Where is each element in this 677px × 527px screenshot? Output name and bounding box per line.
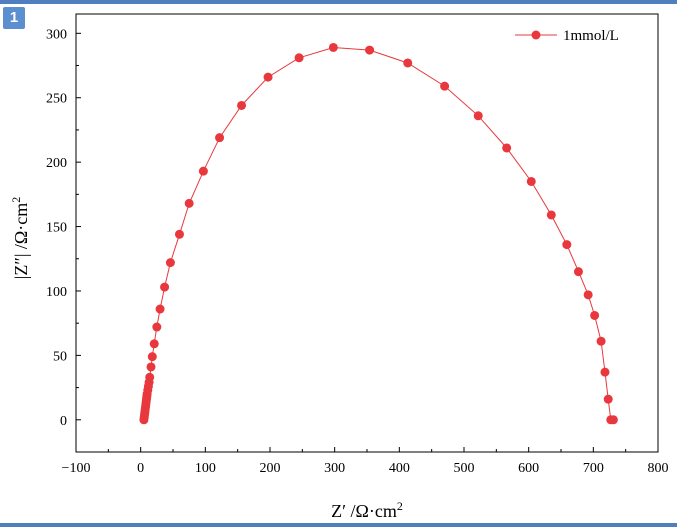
data-point — [608, 415, 618, 425]
x-axis-label-main: Z′ /Ω·cm — [331, 501, 397, 521]
y-tick-label: 100 — [46, 285, 67, 300]
data-point — [328, 42, 338, 52]
x-tick-label: 0 — [137, 461, 144, 476]
data-point — [365, 45, 375, 55]
x-axis-ticks: −100 0 100 200 300 400 500 600 700 800 — [62, 447, 669, 476]
data-point — [145, 372, 155, 382]
data-point — [573, 267, 583, 277]
series-line — [143, 46, 614, 421]
data-point — [160, 282, 170, 292]
data-point — [473, 111, 483, 121]
y-tick-label: 300 — [46, 27, 67, 42]
x-axis-label: Z′ /Ω·cm2 — [331, 499, 403, 521]
data-point — [526, 176, 536, 186]
y-tick-label: 50 — [53, 349, 67, 364]
data-point — [596, 336, 606, 346]
data-point — [600, 367, 610, 377]
x-tick-label: 400 — [389, 461, 410, 476]
x-tick-label: 300 — [324, 461, 345, 476]
data-point — [152, 322, 162, 332]
data-point — [590, 310, 600, 320]
x-tick-label: −100 — [62, 461, 91, 476]
legend: 1mmol/L — [515, 28, 619, 44]
data-point — [198, 166, 208, 176]
data-point — [263, 72, 273, 82]
data-point — [215, 133, 225, 143]
plot-frame — [75, 13, 659, 453]
x-tick-label: 800 — [648, 461, 669, 476]
series-layer — [139, 42, 618, 425]
data-point — [155, 304, 165, 314]
data-point — [147, 352, 157, 362]
data-point — [583, 290, 593, 300]
data-point — [440, 81, 450, 91]
bottom-border-strip — [0, 523, 677, 527]
data-point — [149, 339, 159, 349]
data-point — [502, 143, 512, 153]
y-axis-label-sup: 2 — [9, 197, 23, 203]
data-point — [294, 53, 304, 63]
legend-marker — [531, 30, 541, 40]
x-tick-label: 600 — [518, 461, 539, 476]
figure-number-badge: 1 — [3, 7, 25, 29]
y-axis-label: |Z″| /Ω·cm2 — [9, 197, 31, 280]
data-point — [237, 100, 247, 110]
x-tick-label: 100 — [195, 461, 216, 476]
y-tick-label: 250 — [46, 92, 67, 107]
y-tick-label: 0 — [60, 414, 67, 429]
x-tick-label: 700 — [583, 461, 604, 476]
data-point — [174, 229, 184, 239]
y-axis-label-main: |Z″| /Ω·cm — [11, 203, 31, 280]
data-point — [165, 258, 175, 268]
y-axis-ticks: 0 50 100 150 200 250 300 — [46, 27, 81, 429]
legend-label: 1mmol/L — [563, 28, 619, 44]
data-point — [603, 394, 613, 404]
y-tick-label: 150 — [46, 221, 67, 236]
data-point — [403, 58, 413, 68]
x-tick-label: 200 — [260, 461, 281, 476]
x-tick-label: 500 — [454, 461, 475, 476]
y-tick-label: 200 — [46, 156, 67, 171]
data-point — [184, 198, 194, 208]
data-point — [546, 210, 556, 220]
data-point — [146, 362, 156, 372]
top-border-strip — [0, 0, 677, 4]
x-axis-label-sup: 2 — [397, 499, 403, 513]
data-point — [562, 240, 572, 250]
